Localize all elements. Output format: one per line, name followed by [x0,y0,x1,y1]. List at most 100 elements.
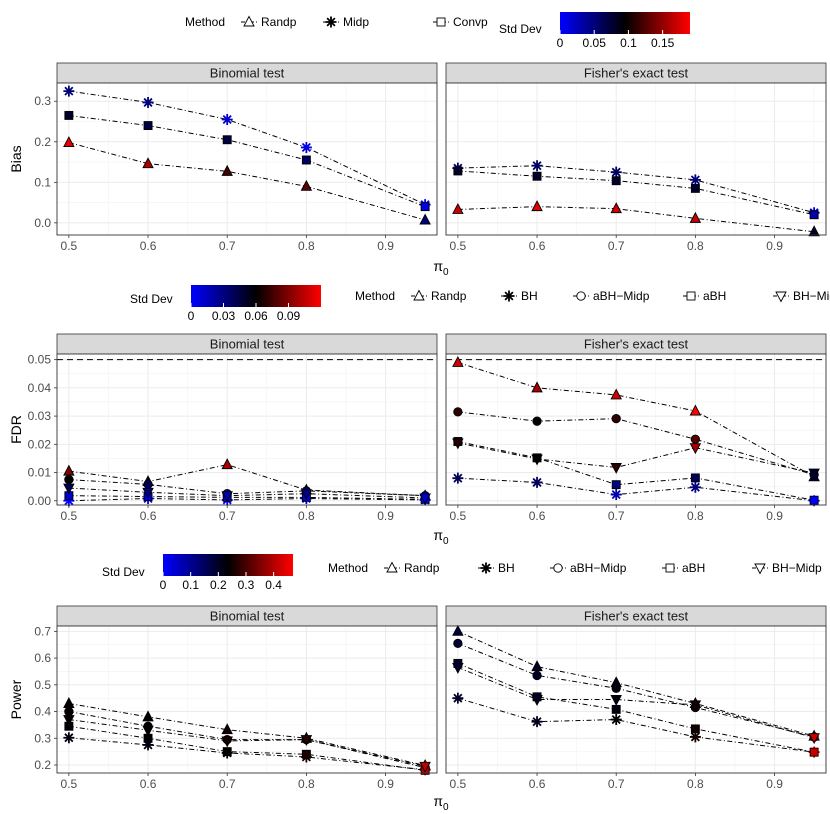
x-tick-label: 0.6 [140,777,157,791]
panel-border [445,625,827,774]
data-point [532,670,542,681]
data-point [142,96,154,108]
series-line [457,477,815,502]
series-bh [452,472,820,507]
legend-symbol-circle [576,291,586,301]
x-tick-label: 0.8 [687,509,704,523]
data-point [531,716,543,728]
plot-area [446,354,826,505]
data-point [300,489,313,501]
data-point [531,660,543,672]
colorbar-tick-label: 0.05 [583,36,607,50]
data-point [611,683,621,693]
data-point [142,739,154,751]
panel-binomial: Binomial test 0.5 0.6 0.7 0.8 0.9 0.0 0.1 0.2 0.3 [34,62,438,253]
data-point [453,166,463,176]
legend-symbol-star [480,562,492,574]
legend-label: aBH−Midp [593,289,650,303]
data-point [419,493,431,505]
data-point [142,710,154,722]
data-point [142,725,154,737]
data-point [689,481,701,493]
y-tick-label: 0.6 [34,651,51,665]
data-point [143,479,153,490]
x-tick-label: 0.5 [450,777,467,791]
series-convp [64,110,430,212]
strip-label: Binomial test [210,66,285,81]
data-point [452,472,464,484]
strip-label: Fisher's exact test [584,609,689,624]
data-point [809,210,819,220]
panel-binomial: Binomial test 0.5 0.6 0.7 0.8 0.9 0.00 0.01 0.02… [28,333,438,523]
x-tick-label: 0.7 [219,777,236,791]
x-tick-label: 0.6 [529,509,546,523]
x-tick-label: 0.5 [450,239,467,253]
y-tick-label: 0.5 [34,678,51,692]
data-point [531,160,543,172]
panel-border [56,353,438,506]
legend-label: Convp [453,15,488,29]
legend-title: Method [328,561,368,575]
colorbar-tick-label: 0.4 [265,578,282,592]
x-tick-label: 0.8 [298,509,315,523]
y-tick-label: 0.2 [34,135,51,149]
data-point [531,200,543,212]
x-axis-title: π0 [433,527,449,547]
data-point [689,443,702,455]
data-point [300,141,312,153]
data-point [221,164,233,176]
data-point [689,174,701,186]
y-tick-label: 0.7 [34,624,51,638]
x-tick-label: 0.7 [608,239,625,253]
data-point [221,723,233,735]
data-point [610,695,622,706]
x-tick-label: 0.9 [377,777,394,791]
series-line [68,479,426,497]
series-randp [452,200,820,237]
legend-title: Method [185,15,225,29]
strip-label: Fisher's exact test [584,337,689,352]
data-point [689,731,701,743]
data-point [63,732,75,744]
data-point [453,407,463,417]
x-tick-label: 0.7 [219,509,236,523]
chart-fdr: Method Randp BH aBH−Midp aBH BH−Midp Std Dev 0 0… [8,285,830,547]
plot-area [57,354,437,505]
y-tick-label: 0.0 [34,216,51,230]
x-tick-label: 0.8 [298,777,315,791]
data-point [143,121,153,131]
panel-binomial: Binomial test 0.5 0.6 0.7 0.8 0.9 0.2 0.3 0.4 0.5… [34,605,438,791]
panel-fisher: Fisher's exact test 0.5 0.6 0.7 0.8 0.9 [445,333,827,523]
series-line [457,361,815,478]
data-point [611,176,621,186]
series-line [68,737,426,771]
colorbar-tick-label: 0.06 [244,309,268,323]
colorbar-title: Std Dev [130,292,173,306]
data-point [452,692,464,704]
strip-label: Fisher's exact test [584,66,689,81]
colorbar-legend: Std Dev 0 0.05 0.1 0.15 [499,12,690,50]
y-axis-title: FDR [8,415,24,444]
colorbar-tick-label: 0.03 [212,309,236,323]
data-point [63,495,75,507]
data-point [689,404,702,416]
data-point [452,202,464,214]
plot-area [446,83,826,235]
y-tick-label: 0.04 [28,381,52,395]
colorbar-tick-label: 0.15 [651,36,675,50]
data-point [610,388,622,400]
legend-label: BH [521,289,538,303]
data-point [808,468,820,480]
colorbar-legend: Std Dev 0 0.1 0.2 0.3 0.4 [102,554,293,592]
strip-label: Binomial test [210,337,285,352]
series-bh-midp [452,438,820,480]
data-point [610,202,622,214]
x-tick-label: 0.6 [140,239,157,253]
x-tick-label: 0.8 [687,239,704,253]
colorbar-tick-label: 0.2 [210,578,227,592]
data-point [221,458,233,470]
series-line [68,142,426,221]
x-tick-label: 0.5 [61,509,78,523]
legend-label: BH−Midp [793,289,830,303]
y-tick-label: 0.03 [28,409,52,423]
